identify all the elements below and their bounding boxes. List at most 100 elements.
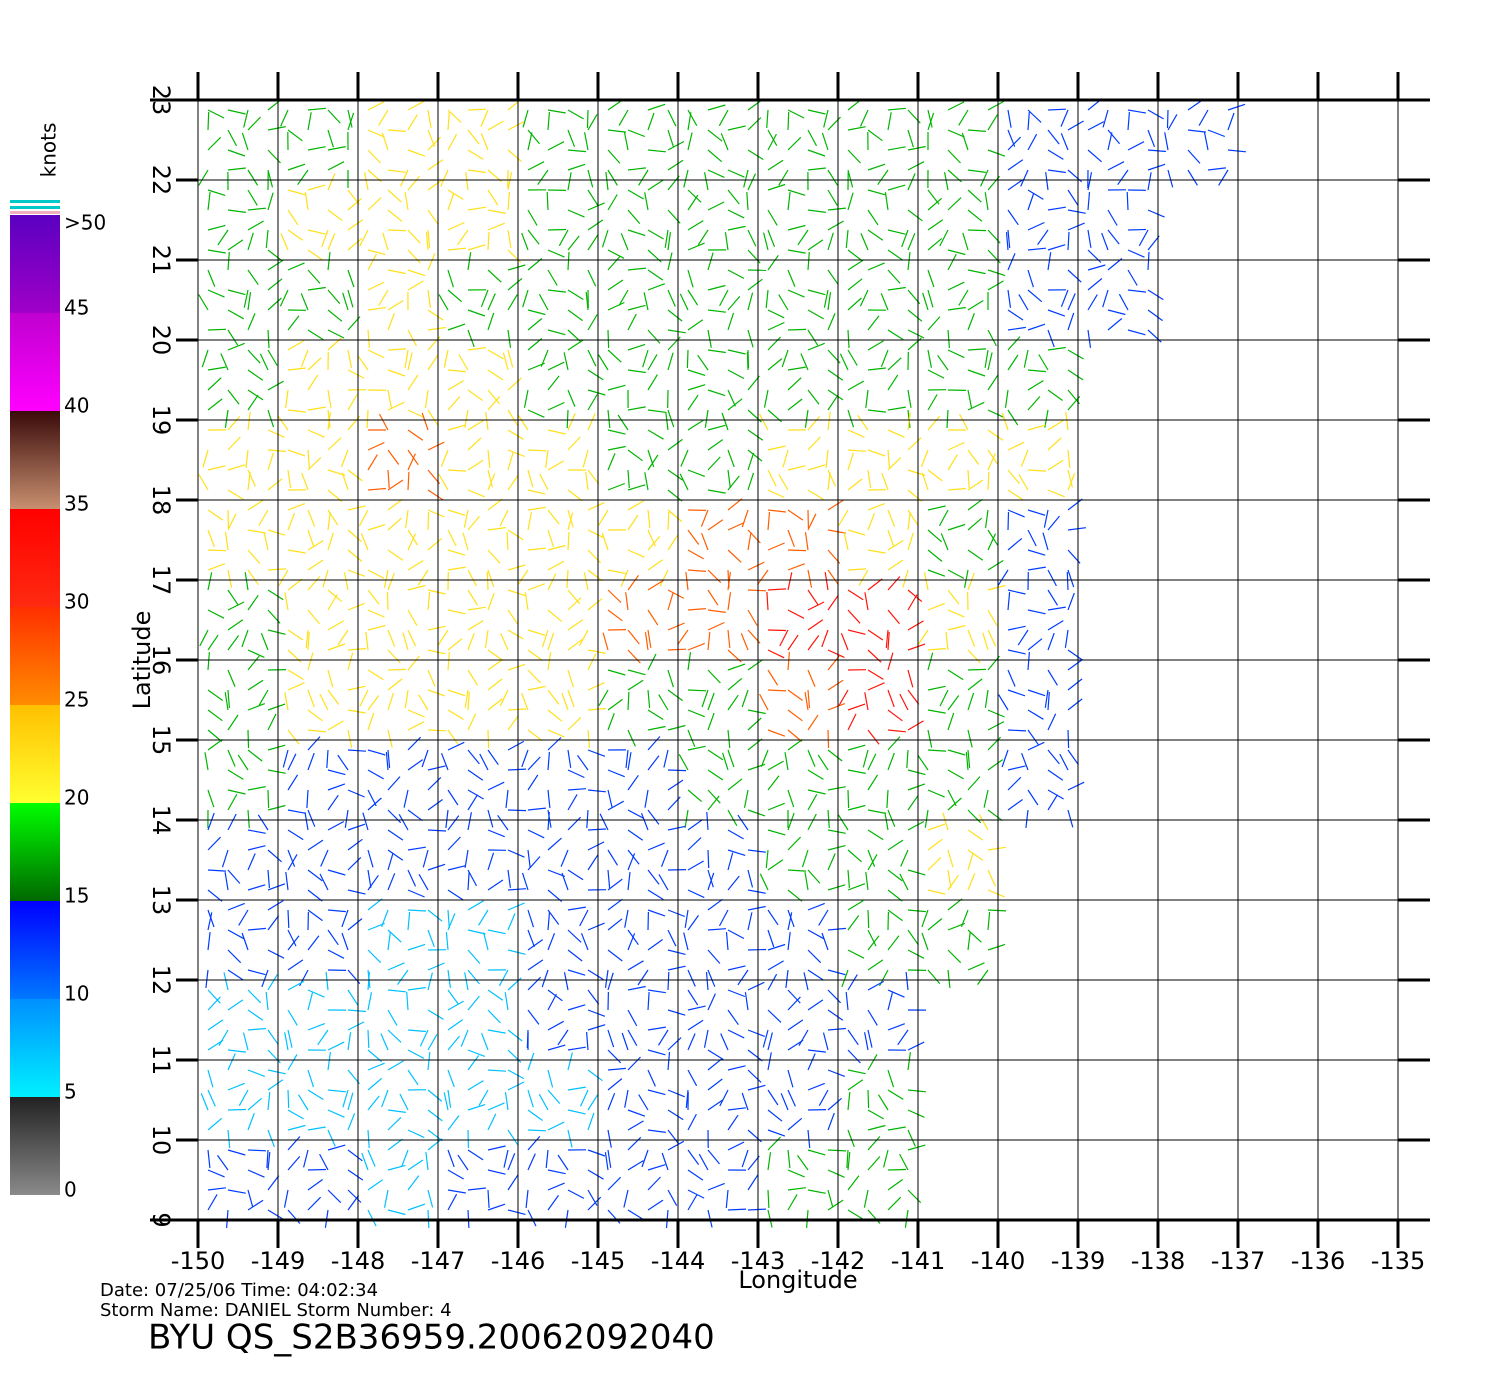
wind-vector xyxy=(887,456,902,471)
wind-vector xyxy=(807,689,811,708)
wind-vector xyxy=(480,289,489,308)
wind-vector xyxy=(307,809,316,827)
wind-vector xyxy=(527,1129,547,1132)
wind-vector xyxy=(967,572,975,591)
wind-vector xyxy=(507,192,511,211)
wind-vector xyxy=(467,347,486,351)
wind-vector xyxy=(867,1089,870,1109)
wind-vector xyxy=(627,679,644,691)
wind-vector xyxy=(337,754,349,771)
wind-vector xyxy=(827,1169,845,1178)
wind-vector xyxy=(267,789,270,809)
wind-vector xyxy=(467,969,480,985)
wind-vector xyxy=(527,774,539,791)
wind-vector xyxy=(247,549,261,564)
wind-vector xyxy=(881,472,889,491)
wind-vector xyxy=(707,519,724,531)
wind-vector xyxy=(787,529,795,548)
wind-vector xyxy=(947,969,951,988)
colorbar-band xyxy=(10,901,60,999)
wind-vector xyxy=(627,500,644,511)
wind-vector xyxy=(1147,209,1165,218)
wind-vector xyxy=(607,482,626,491)
wind-vector xyxy=(447,111,450,131)
wind-vector xyxy=(447,1149,455,1168)
wind-vector xyxy=(627,691,630,711)
wind-vector xyxy=(867,163,886,171)
colorbar-band xyxy=(10,999,60,1097)
wind-vector xyxy=(697,229,709,246)
wind-vector xyxy=(841,969,849,988)
wind-vector xyxy=(327,909,346,913)
wind-vector xyxy=(527,1209,537,1227)
wind-vector xyxy=(1027,689,1046,697)
wind-vector xyxy=(1127,141,1145,151)
wind-vector xyxy=(787,912,793,931)
wind-vector xyxy=(947,441,965,451)
wind-vector xyxy=(421,749,429,768)
wind-vector xyxy=(667,648,687,651)
wind-vector xyxy=(667,1089,685,1098)
wind-vector xyxy=(807,416,821,431)
wind-vector xyxy=(547,1089,561,1104)
wind-vector xyxy=(667,909,686,918)
wind-vector xyxy=(447,396,461,411)
wind-vector xyxy=(347,269,355,288)
wind-vector xyxy=(747,532,752,551)
wind-vector xyxy=(1044,689,1049,708)
wind-vector xyxy=(1059,753,1069,771)
wind-vector xyxy=(687,394,699,411)
wind-vector xyxy=(667,534,679,551)
wind-vector xyxy=(347,197,363,211)
wind-vector xyxy=(961,132,969,151)
wind-vector xyxy=(567,949,583,962)
wind-vector xyxy=(887,539,904,551)
wind-vector xyxy=(287,549,306,554)
wind-vector xyxy=(245,449,249,468)
wind-vector xyxy=(265,992,269,1011)
wind-vector xyxy=(627,449,643,462)
wind-vector xyxy=(687,1194,698,1211)
wind-vector xyxy=(524,592,529,611)
wind-vector xyxy=(743,789,749,808)
wind-vector xyxy=(987,352,993,371)
wind-vector xyxy=(438,294,449,311)
wind-vector xyxy=(266,1149,269,1169)
wind-vector xyxy=(707,104,726,111)
wind-vector xyxy=(527,685,546,691)
wind-vector xyxy=(787,909,795,928)
wind-vector xyxy=(362,812,369,831)
wind-vector xyxy=(507,589,526,597)
wind-vector xyxy=(427,689,446,697)
wind-vector xyxy=(707,849,710,869)
wind-vector xyxy=(527,1052,535,1071)
wind-vector xyxy=(847,974,858,991)
wind-vector xyxy=(1047,329,1055,348)
wind-vector xyxy=(257,814,269,831)
wind-vector xyxy=(478,1089,489,1106)
wind-vector xyxy=(607,800,624,811)
wind-vector xyxy=(327,329,345,339)
wind-vector xyxy=(807,635,820,651)
wind-vector xyxy=(207,572,213,591)
y-tick-label: 10 xyxy=(147,1125,175,1156)
wind-vector xyxy=(307,869,323,882)
wind-vector xyxy=(847,589,864,601)
wind-vector xyxy=(767,129,778,146)
wind-vector xyxy=(627,167,646,171)
wind-vector xyxy=(1087,229,1092,248)
wind-vector xyxy=(778,169,789,186)
wind-vector xyxy=(707,692,715,711)
wind-vector xyxy=(367,1129,370,1149)
wind-vector xyxy=(1067,189,1079,206)
wind-vector xyxy=(487,879,504,891)
wind-vector xyxy=(487,852,495,871)
wind-vector xyxy=(847,915,860,931)
wind-vector xyxy=(707,949,721,964)
wind-vector xyxy=(487,1009,501,1024)
wind-vector xyxy=(342,1089,349,1108)
wind-vector xyxy=(267,409,275,428)
wind-vector xyxy=(241,132,249,151)
wind-vector xyxy=(907,929,919,946)
wind-vector xyxy=(244,572,249,591)
